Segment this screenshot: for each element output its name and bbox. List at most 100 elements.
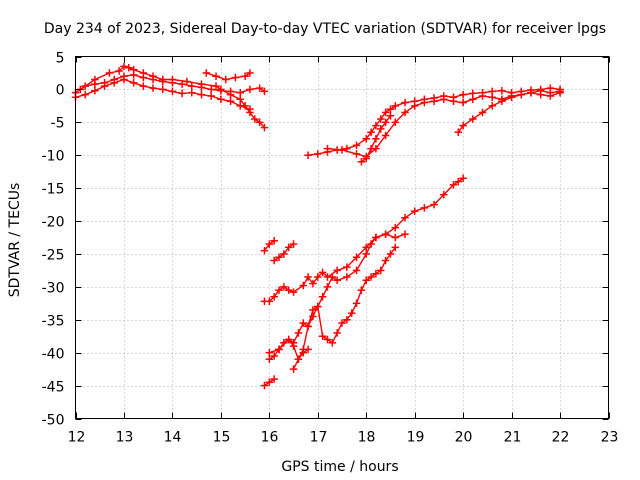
data-point xyxy=(309,279,317,288)
data-point xyxy=(318,292,327,301)
x-tick-label: 13 xyxy=(116,430,134,446)
data-point xyxy=(265,348,274,357)
x-tick-label: 12 xyxy=(68,430,86,446)
data-point xyxy=(129,65,138,74)
data-point xyxy=(430,200,438,209)
data-point xyxy=(352,299,361,308)
data-point xyxy=(270,256,278,265)
data-point xyxy=(289,342,298,350)
data-point xyxy=(120,75,128,84)
data-point xyxy=(270,237,278,245)
data-point xyxy=(372,233,380,242)
data-point xyxy=(105,69,114,77)
data-point xyxy=(372,135,380,143)
data-point xyxy=(110,79,119,87)
y-tick-label: -40 xyxy=(42,347,65,363)
data-point xyxy=(488,87,496,96)
data-point xyxy=(459,98,467,107)
data-point xyxy=(556,87,564,96)
series-arc-1 xyxy=(71,71,269,97)
series-arc-4 xyxy=(202,69,254,84)
data-point xyxy=(401,230,409,238)
data-point xyxy=(420,98,429,107)
data-point xyxy=(246,108,254,117)
y-tick-label: -10 xyxy=(42,149,65,165)
data-point xyxy=(517,90,526,99)
data-point xyxy=(410,102,419,110)
data-point xyxy=(488,102,496,110)
data-point xyxy=(401,214,409,222)
data-point xyxy=(459,121,467,130)
data-point xyxy=(289,240,298,248)
y-tick-label: -35 xyxy=(42,314,65,330)
y-tick-label: -45 xyxy=(42,380,65,396)
data-point xyxy=(139,69,148,77)
data-point xyxy=(372,269,380,278)
y-axis-ticks: 5 0 -5 -10 -15 -20 -25 -30 -35 -40 -45 -50 xyxy=(42,51,609,429)
data-point xyxy=(309,306,317,314)
data-point xyxy=(391,118,400,127)
data-point xyxy=(367,240,375,248)
y-axis-title: SDTVAR / TECUs xyxy=(7,183,23,298)
data-point xyxy=(352,150,361,158)
data-point xyxy=(333,266,341,275)
y-tick-label: -15 xyxy=(42,182,65,198)
data-point xyxy=(299,345,307,354)
series-arc-13 xyxy=(260,375,278,390)
data-point xyxy=(158,75,167,84)
data-point xyxy=(536,86,545,95)
data-point xyxy=(217,85,225,94)
data-point xyxy=(459,90,467,99)
x-tick-label: 15 xyxy=(213,430,231,446)
data-point xyxy=(188,88,196,97)
data-series xyxy=(71,62,564,390)
data-point xyxy=(498,97,506,106)
x-tick-label: 22 xyxy=(552,430,570,446)
data-point xyxy=(158,85,167,94)
data-point xyxy=(338,146,346,154)
data-point xyxy=(333,329,341,337)
data-point xyxy=(362,276,370,285)
data-point xyxy=(149,84,157,92)
data-point xyxy=(280,283,288,291)
data-point xyxy=(347,309,356,317)
series-line xyxy=(79,65,266,129)
data-point xyxy=(197,90,206,99)
x-tick-label: 16 xyxy=(261,430,279,446)
data-point xyxy=(265,378,274,387)
data-point xyxy=(367,273,375,281)
data-point xyxy=(459,174,467,183)
data-point xyxy=(255,118,264,127)
plot-frame xyxy=(75,56,609,419)
data-point xyxy=(318,268,327,277)
chart-title: Day 234 of 2023, Sidereal Day-to-day VTE… xyxy=(44,21,606,37)
data-point xyxy=(386,105,395,113)
data-point xyxy=(328,339,337,347)
series-line xyxy=(264,177,464,302)
data-point xyxy=(352,141,361,150)
data-point xyxy=(251,115,259,123)
data-point xyxy=(372,121,380,130)
series-arc-6 xyxy=(323,88,564,161)
data-point xyxy=(381,256,390,265)
data-point xyxy=(323,283,332,291)
data-point xyxy=(357,286,366,294)
data-point xyxy=(270,352,278,360)
data-point xyxy=(314,273,322,281)
data-point xyxy=(304,151,312,159)
data-point xyxy=(352,266,361,275)
x-tick-label: 19 xyxy=(407,430,425,446)
y-tick-label: 5 xyxy=(56,51,65,67)
series-arc-8 xyxy=(454,86,564,136)
x-tick-label: 18 xyxy=(358,430,376,446)
data-point xyxy=(260,246,269,255)
data-point xyxy=(217,95,225,104)
data-point xyxy=(314,302,322,311)
y-tick-label: -5 xyxy=(51,116,65,132)
series-arc-7 xyxy=(357,111,395,166)
data-point xyxy=(129,79,138,87)
data-point xyxy=(246,85,254,94)
y-tick-label: -30 xyxy=(42,281,65,297)
data-point xyxy=(280,250,288,258)
data-point xyxy=(430,97,438,106)
